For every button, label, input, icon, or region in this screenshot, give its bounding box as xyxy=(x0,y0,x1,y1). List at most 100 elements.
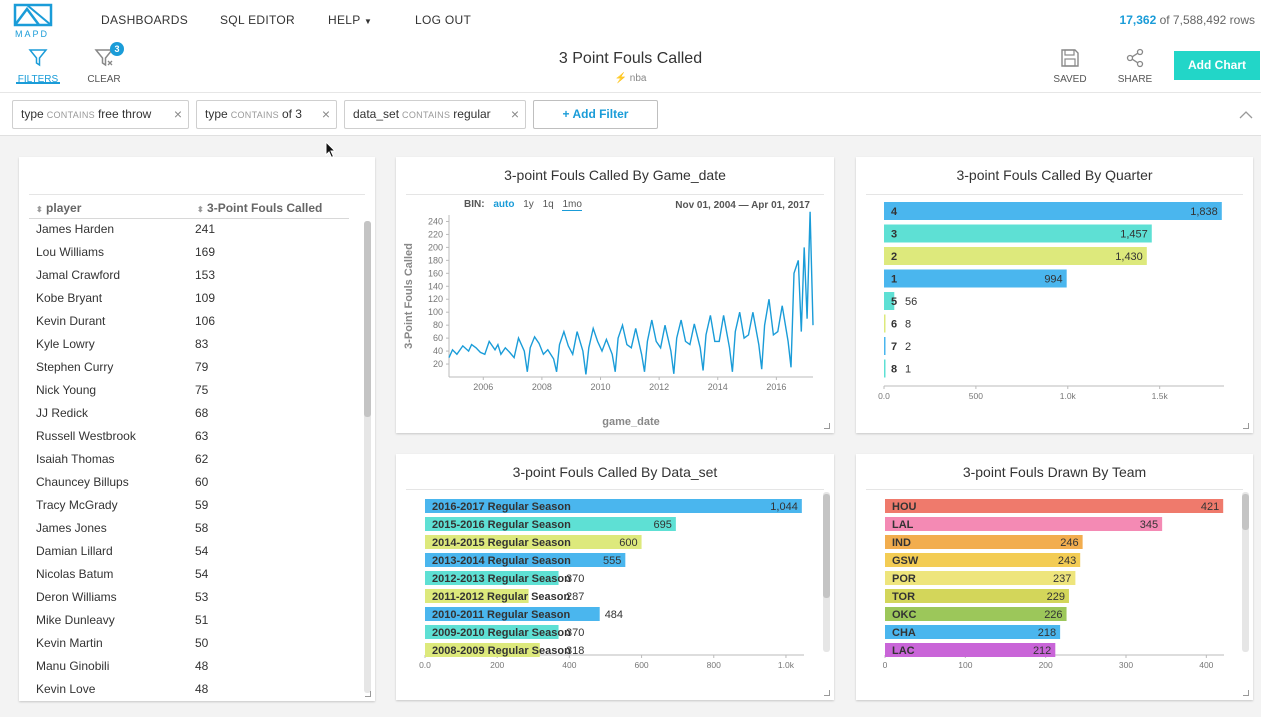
bar[interactable] xyxy=(884,337,886,355)
x-tick-label: 2012 xyxy=(649,382,669,392)
scrollbar-thumb[interactable] xyxy=(823,494,830,598)
bar[interactable] xyxy=(425,517,676,531)
share-button[interactable]: SHARE xyxy=(1116,48,1154,85)
table-row[interactable]: Chauncey Billups 60 xyxy=(34,471,354,494)
filters-button[interactable]: FILTERS xyxy=(16,48,60,85)
nav-dashboards[interactable]: DASHBOARDS xyxy=(101,13,189,27)
table-row[interactable]: Nick Young 75 xyxy=(34,379,354,402)
bar[interactable] xyxy=(885,607,1067,621)
add-filter-button[interactable]: + Add Filter xyxy=(533,100,658,129)
table-row[interactable]: James Jones 58 xyxy=(34,517,354,540)
table-row[interactable]: JJ Redick 68 xyxy=(34,402,354,425)
bar[interactable] xyxy=(425,607,600,621)
mapd-logo[interactable]: MAPD xyxy=(13,3,57,39)
table-row[interactable]: Kobe Bryant 109 xyxy=(34,287,354,310)
remove-filter-icon[interactable]: × xyxy=(321,106,330,122)
clear-filters-button[interactable]: CLEAR 3 xyxy=(84,42,124,85)
table-row[interactable]: Stephen Curry 79 xyxy=(34,356,354,379)
bar[interactable] xyxy=(885,499,1224,513)
resize-handle[interactable] xyxy=(365,691,371,697)
save-button[interactable]: SAVED xyxy=(1052,48,1088,85)
bar[interactable] xyxy=(885,643,1056,657)
table-row[interactable]: Manu Ginobili 48 xyxy=(34,655,354,678)
table-row[interactable]: Jamal Crawford 153 xyxy=(34,264,354,287)
filter-pill[interactable]: data_set CONTAINS regular × xyxy=(344,100,526,129)
quarter-bar-chart[interactable]: 0.0 500 1.0k 1.5k 4 1,838 3 1,457 2 1,430 1 994 5 56 6… xyxy=(856,157,1253,433)
add-chart-button[interactable]: Add Chart xyxy=(1174,51,1260,80)
nav-sql-editor[interactable]: SQL EDITOR xyxy=(220,13,296,27)
bar[interactable] xyxy=(885,589,1069,603)
table-row[interactable]: Deron Williams 53 xyxy=(34,586,354,609)
bar[interactable] xyxy=(425,643,540,657)
table-row[interactable]: Mike Dunleavy 51 xyxy=(34,609,354,632)
bar-category-label: POR xyxy=(892,573,916,585)
bar[interactable] xyxy=(425,499,802,513)
filter-pill[interactable]: type CONTAINS free throw × xyxy=(12,100,189,129)
table-row[interactable]: Kevin Martin 50 xyxy=(34,632,354,655)
bar[interactable] xyxy=(425,553,626,567)
bin-1mo[interactable]: 1mo xyxy=(562,199,582,211)
table-row[interactable]: Tracy McGrady 59 xyxy=(34,494,354,517)
table-header-fouls[interactable]: ⬍ 3-Point Fouls Called xyxy=(197,201,322,215)
nav-logout[interactable]: LOG OUT xyxy=(415,13,472,27)
player-table-panel: ⬍ player ⬍ 3-Point Fouls Called James Ha… xyxy=(19,157,375,701)
bar[interactable] xyxy=(885,553,1081,567)
bar[interactable] xyxy=(425,589,529,603)
bin-1y[interactable]: 1y xyxy=(523,199,534,210)
bar[interactable] xyxy=(884,224,1152,243)
resize-handle[interactable] xyxy=(824,690,830,696)
table-row[interactable]: Nicolas Batum 54 xyxy=(34,563,354,586)
bar[interactable] xyxy=(885,625,1061,639)
filter-pill[interactable]: type CONTAINS of 3 × xyxy=(196,100,337,129)
bar[interactable] xyxy=(425,535,642,549)
chart-title: 3-point Fouls Drawn By Team xyxy=(962,464,1147,480)
bar[interactable] xyxy=(884,202,1222,220)
table-header-player[interactable]: ⬍ player xyxy=(36,201,81,215)
remove-filter-icon[interactable]: × xyxy=(173,106,182,122)
date-range[interactable]: Nov 01, 2004 — Apr 01, 2017 xyxy=(675,200,810,211)
line-chart[interactable]: 20 40 60 80 100 120 140 160 180 200 220 240 2006 2008… xyxy=(396,157,834,433)
scrollbar-thumb[interactable] xyxy=(364,221,371,417)
dashboard-title[interactable]: 3 Point Fouls Called xyxy=(558,50,703,67)
x-tick-label: 800 xyxy=(707,660,721,670)
data-line[interactable] xyxy=(448,211,814,375)
table-row[interactable]: Damian Lillard 54 xyxy=(34,540,354,563)
scrollbar-thumb[interactable] xyxy=(1242,494,1249,530)
bar[interactable] xyxy=(425,625,559,639)
bin-auto[interactable]: auto xyxy=(493,199,515,210)
chart-scrollbar[interactable] xyxy=(1242,492,1249,652)
range-end[interactable]: Apr 01, 2017 xyxy=(751,200,810,211)
table-row[interactable]: Kevin Love 48 xyxy=(34,678,354,701)
table-row[interactable]: James Harden 241 xyxy=(34,218,354,241)
chart-scrollbar[interactable] xyxy=(823,492,830,652)
resize-handle[interactable] xyxy=(1243,423,1249,429)
table-row[interactable]: Lou Williams 169 xyxy=(34,241,354,264)
bar[interactable] xyxy=(884,314,886,333)
team-chart-panel: 3-point Fouls Drawn By Team 0 100 200 300 40… xyxy=(856,454,1253,700)
team-bar-chart[interactable]: 0 100 200 300 400 HOU 421 LAL 345 IND 246 GSW 243 POR… xyxy=(856,454,1253,700)
bin-1q[interactable]: 1q xyxy=(542,199,554,210)
table-row[interactable]: Kevin Durant 106 xyxy=(34,310,354,333)
bar[interactable] xyxy=(884,247,1147,265)
table-row[interactable]: Kyle Lowry 83 xyxy=(34,333,354,356)
remove-filter-icon[interactable]: × xyxy=(510,106,519,122)
bar[interactable] xyxy=(885,535,1083,549)
player-name: Tracy McGrady xyxy=(36,498,118,512)
nav-help[interactable]: HELP ▼ xyxy=(328,13,372,27)
panel-divider xyxy=(406,489,824,490)
dataset-bar-chart[interactable]: 0.0 200 400 600 800 1.0k 2016-2017 Regular Sea… xyxy=(396,454,834,700)
bar[interactable] xyxy=(884,292,895,310)
resize-handle[interactable] xyxy=(824,423,830,429)
bar[interactable] xyxy=(425,571,559,585)
fouls-value: 59 xyxy=(195,498,209,512)
table-row[interactable]: Russell Westbrook 63 xyxy=(34,425,354,448)
bar[interactable] xyxy=(885,517,1163,531)
collapse-chevron-icon[interactable] xyxy=(1239,107,1253,125)
resize-handle[interactable] xyxy=(1243,690,1249,696)
bar[interactable] xyxy=(885,571,1076,585)
bar[interactable] xyxy=(884,359,886,378)
table-row[interactable]: Isaiah Thomas 62 xyxy=(34,448,354,471)
table-scrollbar[interactable] xyxy=(364,221,371,693)
range-start[interactable]: Nov 01, 2004 xyxy=(675,200,736,211)
bar[interactable] xyxy=(884,269,1067,288)
